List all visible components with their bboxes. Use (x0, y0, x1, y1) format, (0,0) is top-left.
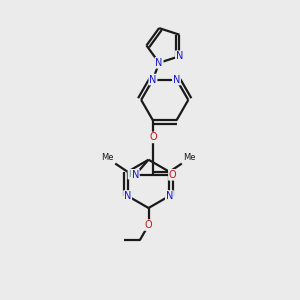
Text: N: N (166, 191, 173, 201)
Text: O: O (149, 132, 157, 142)
Text: O: O (169, 170, 176, 180)
Text: O: O (145, 220, 152, 230)
Text: N: N (132, 170, 139, 180)
Text: N: N (124, 191, 131, 201)
Text: N: N (155, 58, 163, 68)
Text: Me: Me (183, 153, 196, 162)
Text: N: N (149, 74, 157, 85)
Text: N: N (173, 74, 180, 85)
Text: N: N (176, 51, 183, 61)
Text: H: H (128, 170, 135, 179)
Text: Me: Me (102, 153, 114, 162)
